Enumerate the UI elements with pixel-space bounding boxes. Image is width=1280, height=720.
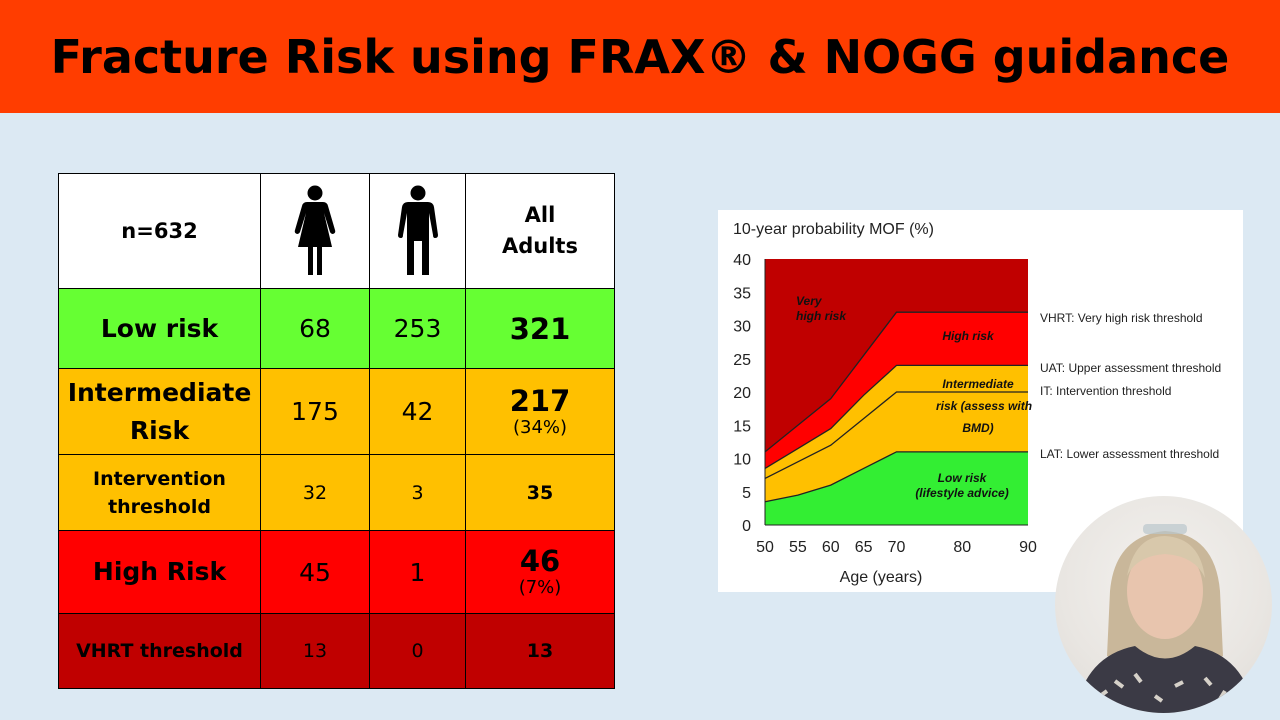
region-label-intermediate-risk: Intermediate xyxy=(942,377,1014,391)
table-row-intervention-threshold: Intervention threshold 32 3 35 xyxy=(58,454,615,531)
threshold-annotation: VHRT: Very high risk threshold xyxy=(1040,311,1203,325)
threshold-annotation: LAT: Lower assessment threshold xyxy=(1040,447,1219,461)
x-tick-label: 50 xyxy=(756,539,774,556)
threshold-annotation: UAT: Upper assessment threshold xyxy=(1040,361,1221,375)
fracture-risk-table: n=632 All Adults Low risk 68 253 321 Int… xyxy=(58,173,615,689)
region-label-low-risk: Low risk xyxy=(938,471,988,485)
x-tick-label: 60 xyxy=(822,539,840,556)
region-label-intermediate-risk: BMD) xyxy=(962,421,993,435)
x-tick-label: 65 xyxy=(855,539,873,556)
male-count: 3 xyxy=(369,454,466,531)
all-adults-header-cell: All Adults xyxy=(465,173,615,289)
man-icon xyxy=(397,185,438,275)
chart-title: 10-year probability MOF (%) xyxy=(733,221,934,238)
threshold-line-lat xyxy=(764,451,1028,503)
row-label: VHRT threshold xyxy=(58,613,261,689)
row-label: Low risk xyxy=(58,288,261,369)
region-label-very-high-risk: high risk xyxy=(796,309,847,323)
x-tick-label: 90 xyxy=(1019,539,1037,556)
presenter-video-icon xyxy=(1075,524,1255,713)
table-row-vhrt-threshold: VHRT threshold 13 0 13 xyxy=(58,613,615,689)
y-tick-label: 30 xyxy=(733,319,751,336)
male-count: 1 xyxy=(369,530,466,614)
n-cell: n=632 xyxy=(58,173,261,289)
region-label-low-risk: (lifestyle advice) xyxy=(915,486,1008,500)
slide-title: Fracture Risk using FRAX® & NOGG guidanc… xyxy=(50,29,1230,84)
table-row-low-risk: Low risk 68 253 321 xyxy=(58,288,615,369)
y-tick-label: 35 xyxy=(733,285,751,302)
region-label-high-risk: High risk xyxy=(942,329,995,343)
all-count: 13 xyxy=(465,613,615,689)
x-tick-label: 70 xyxy=(888,539,906,556)
woman-icon xyxy=(294,185,336,275)
female-header-cell xyxy=(260,173,370,289)
nogg-threshold-chart: 10-year probability MOF (%) 0 5 10 15 20 25 30… xyxy=(733,221,1221,586)
region-label-very-high-risk: Very xyxy=(796,294,823,308)
x-tick-label: 80 xyxy=(953,539,971,556)
all-count: 321 xyxy=(465,288,615,369)
y-tick-label: 5 xyxy=(742,485,751,502)
female-count: 45 xyxy=(260,530,370,614)
female-count: 68 xyxy=(260,288,370,369)
threshold-annotation: IT: Intervention threshold xyxy=(1040,384,1171,398)
region-low-risk xyxy=(765,451,1028,525)
y-tick-label: 40 xyxy=(733,252,751,269)
row-label: Intervention threshold xyxy=(58,454,261,531)
threshold-line-vhrt xyxy=(764,311,1028,453)
y-tick-label: 20 xyxy=(733,385,751,402)
female-count: 32 xyxy=(260,454,370,531)
table-row-high-risk: High Risk 45 1 46 (7%) xyxy=(58,530,615,614)
female-count: 175 xyxy=(260,368,370,455)
male-count: 42 xyxy=(369,368,466,455)
y-tick-label: 0 xyxy=(742,518,751,535)
threshold-line-uat xyxy=(764,364,1028,470)
female-count: 13 xyxy=(260,613,370,689)
table-header-row: n=632 All Adults xyxy=(58,173,615,289)
y-tick-label: 15 xyxy=(733,418,751,435)
x-axis-label: Age (years) xyxy=(840,569,923,586)
row-label: Intermediate Risk xyxy=(58,368,261,455)
table-row-intermediate-risk: Intermediate Risk 175 42 217 (34%) xyxy=(58,368,615,455)
row-label: High Risk xyxy=(58,530,261,614)
male-header-cell xyxy=(369,173,466,289)
y-tick-label: 25 xyxy=(733,352,751,369)
title-bar: Fracture Risk using FRAX® & NOGG guidanc… xyxy=(0,0,1280,113)
male-count: 253 xyxy=(369,288,466,369)
presenter-webcam xyxy=(1055,496,1272,713)
n-label: n=632 xyxy=(121,219,198,243)
percentage: (34%) xyxy=(512,416,568,438)
x-tick-label: 55 xyxy=(789,539,807,556)
all-adults-label-line1: All xyxy=(524,203,556,227)
all-adults-label-line2: Adults xyxy=(502,234,578,258)
all-count: 35 xyxy=(465,454,615,531)
nogg-chart-panel: 10-year probability MOF (%) 0 5 10 15 20 25 30… xyxy=(718,210,1243,592)
male-count: 0 xyxy=(369,613,466,689)
threshold-line-it xyxy=(764,391,1028,480)
all-count: 217 (34%) xyxy=(465,368,615,455)
all-count: 46 (7%) xyxy=(465,530,615,614)
region-label-intermediate-risk: risk (assess with xyxy=(936,399,1032,413)
y-tick-label: 10 xyxy=(733,452,751,469)
percentage: (7%) xyxy=(518,577,562,598)
